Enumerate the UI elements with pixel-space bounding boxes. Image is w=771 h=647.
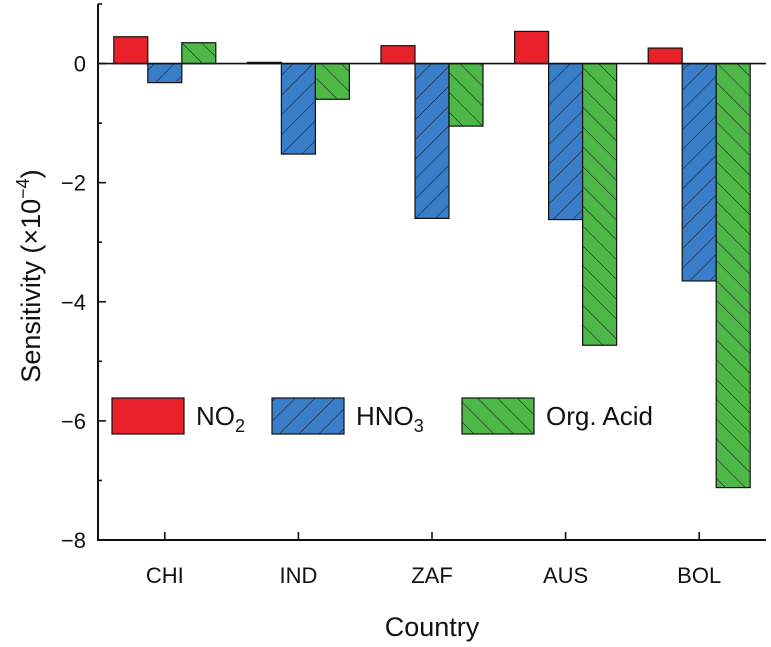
bar-chi-series-0	[113, 36, 149, 65]
bar-bol-series-2	[715, 62, 751, 489]
bar-aus-series-1	[547, 62, 584, 221]
bar-chi-series-1	[147, 62, 183, 84]
x-tick-label-aus: AUS	[543, 563, 588, 588]
bar-zaf-series-0	[380, 45, 416, 65]
x-tick-label-bol: BOL	[677, 563, 721, 588]
bar-bol-series-0	[647, 47, 683, 65]
legend-label-2: Org. Acid	[546, 401, 653, 431]
y-tick-label: 0	[74, 52, 86, 77]
legend-label-0: NO2	[196, 401, 245, 436]
bar-ind-series-1	[280, 62, 316, 155]
y-tick-label: −2	[61, 171, 86, 196]
x-axis-title: Country	[385, 612, 480, 642]
bar-aus-series-0	[513, 30, 550, 65]
legend-item-2: Org. Acid	[461, 397, 653, 435]
bar-zaf-series-2	[448, 62, 484, 127]
bar-aus-series-2	[581, 62, 618, 346]
y-axis-title: Sensitivity (×10−4)	[13, 169, 46, 382]
bar-ind-series-2	[314, 62, 350, 100]
y-tick-label: −8	[61, 528, 86, 553]
bar-zaf-series-1	[414, 62, 450, 220]
legend-item-1: HNO3	[271, 397, 424, 436]
bar-bol-series-1	[681, 62, 717, 282]
x-tick-label-zaf: ZAF	[411, 563, 453, 588]
legend-item-0: NO2	[111, 397, 245, 436]
bar-chi-series-2	[181, 42, 217, 65]
y-tick-label: −6	[61, 409, 86, 434]
x-tick-label-ind: IND	[279, 563, 317, 588]
x-tick-label-chi: CHI	[146, 563, 184, 588]
y-tick-label: −4	[61, 290, 86, 315]
legend-label-1: HNO3	[356, 401, 424, 436]
